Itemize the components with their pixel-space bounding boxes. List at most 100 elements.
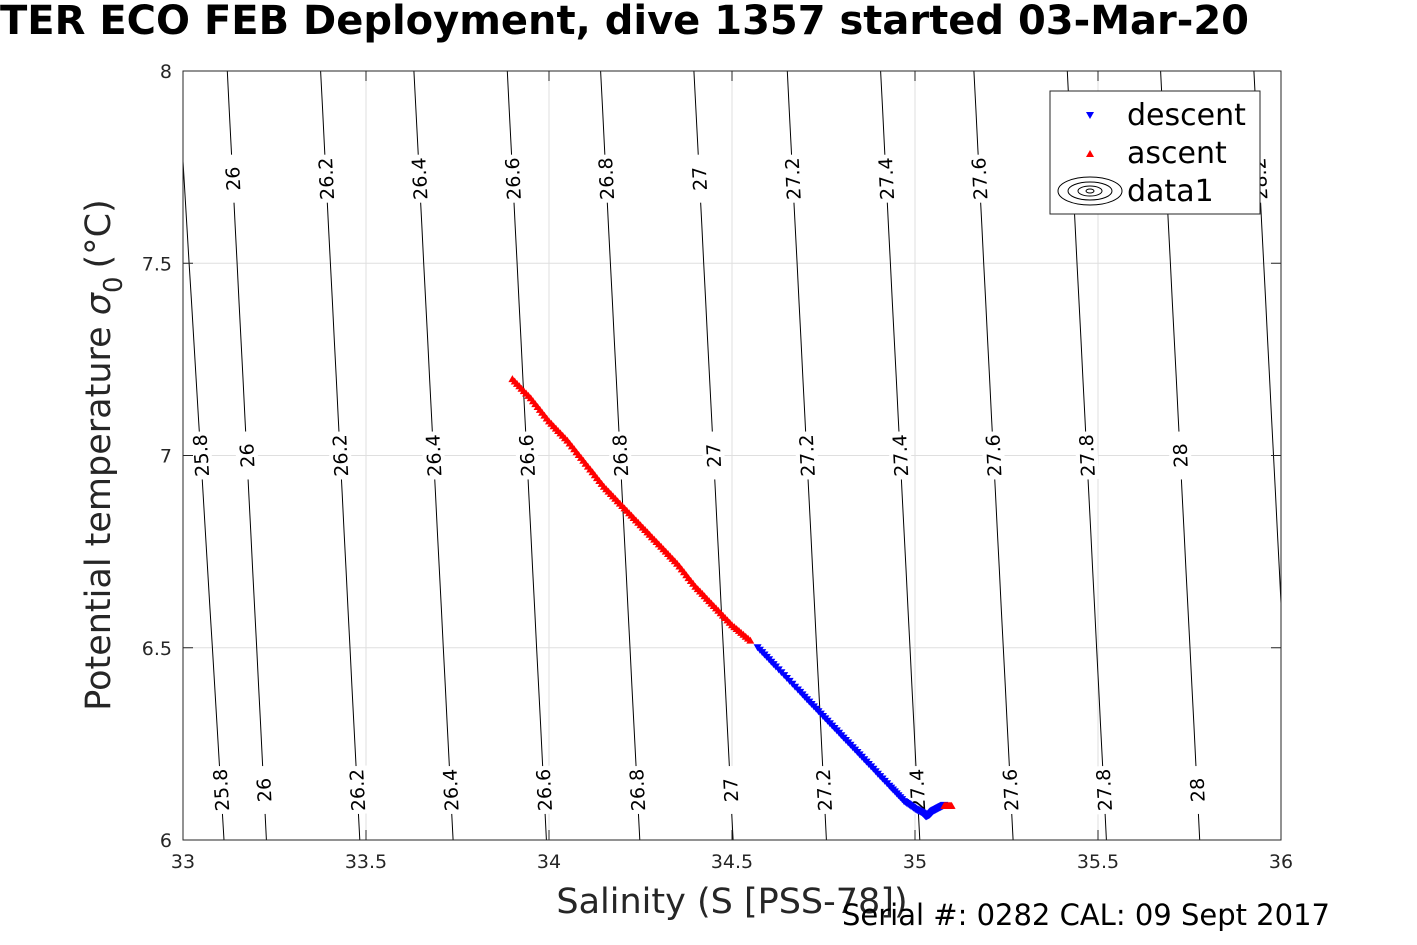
x-axis: 33 33.5 34 34.5 35 35.5 36 [171,71,1293,873]
y-tick-label: 8 [160,61,172,83]
ascent-point [670,557,679,565]
contour-label: 28 [1184,765,1210,815]
descent-point [846,741,855,749]
y-tick-label: 6.5 [142,638,172,660]
contour-label-bg [327,430,353,481]
contour-label-bg [1074,430,1100,481]
contour-label-text: 26.4 [422,434,446,477]
contour-label-bg [313,154,339,204]
contour-label-bg [1167,430,1193,481]
contour-label-bg [780,154,805,204]
contour-label: 26.2 [344,765,370,815]
contour-label-text: 27.2 [782,157,806,200]
contour-label: 27.8 [1091,765,1117,815]
contour-label: 26.6 [531,765,557,815]
y-axis-label-unit: (°C) [79,199,119,268]
contour-label-text: 26.8 [609,434,633,477]
y-axis-label-subscript: 0 [99,276,129,293]
y-tick-label: 7 [160,446,172,468]
contour-label-text: 27.6 [999,768,1023,811]
legend-contour-icon [1057,176,1123,206]
contour-label-bg [701,430,726,481]
contour-label: 26.8 [624,765,650,815]
data-points [508,375,956,821]
contour-label-bg [251,765,277,815]
descent-point [791,683,800,691]
contour-label-text: 28 [1170,443,1193,468]
ascent-point [524,391,533,399]
contour-label-bg [234,430,260,481]
contour-label: 27 [718,765,743,815]
legend-ascent-marker [1086,150,1094,157]
contour-label-text: 26.6 [516,434,540,477]
legend-box [1049,90,1261,215]
y-axis-label-symbol: σ [79,291,119,315]
contour-label-text: 27 [689,166,712,191]
contour-label-bg [718,765,743,815]
contour-label-text: 27.8 [1076,434,1100,477]
ascent-point [597,479,606,487]
x-tick-label: 33 [171,851,195,873]
contour-label-bg [188,430,214,481]
x-tick-label: 35.5 [1077,851,1119,873]
x-axis-label: Salinity (S [PSS-78]) [556,882,907,922]
contour-label-bg [438,765,463,815]
ascent-point [707,599,716,607]
contour-label: 26 [251,765,277,815]
contour-label-text: 26.2 [315,157,339,200]
contour-label-bg [887,430,913,481]
contour-label-bg [593,154,619,204]
contour-label-bg [794,430,820,481]
descent-point [828,722,837,730]
contour-label-text: 26.8 [626,768,650,811]
legend: descent ascent data1 [1049,90,1261,215]
contour-label-text: 27.6 [968,157,992,200]
contour-label: 27.2 [794,430,820,481]
contour-label: 26.8 [607,430,633,481]
contour-label-text: 26.6 [502,157,526,200]
ascent-point [579,456,588,464]
contour-label-bg [1184,765,1210,815]
contour-label: 25.8 [208,765,234,815]
legend-data1-label: data1 [1127,174,1214,209]
ascent-point [689,579,698,587]
descent-point [864,761,873,768]
legend-ascent-label: ascent [1127,136,1227,171]
contour-label-bg [607,430,633,481]
contour-label-text: 26.8 [595,157,619,200]
contour-label: 27.6 [981,430,1007,481]
ascent-point [725,618,734,626]
contour-label: 27.8 [1074,430,1100,481]
contour-label-text: 27.4 [889,434,913,477]
y-axis-label: Potential temperature σ0 (°C) [79,199,129,711]
descent-point [809,703,818,711]
x-tick-label: 34.5 [711,851,753,873]
contour-label: 27.6 [998,765,1024,815]
contour-label: 26.4 [421,430,447,481]
contour-label-bg [1091,765,1117,815]
contour-label-bg [208,765,234,815]
contour-label: 25.8 [188,430,214,481]
contour-label-text: 27.6 [982,434,1006,477]
descent-point [769,661,778,669]
contour-label-text: 27.8 [1093,768,1117,811]
contour-label-text: 27.2 [796,434,820,477]
contour-label-bg [531,765,557,815]
contour-label: 26.4 [438,765,464,815]
contour-label-bg [998,765,1023,815]
contour-label-text: 26.2 [346,768,370,811]
ascent-point [946,801,955,809]
ascent-point [652,538,661,545]
contour-label-bg [407,154,432,204]
contour-label-bg [687,154,712,204]
legend-descent-marker [1086,112,1094,119]
contour-label: 26.8 [593,154,619,204]
contour-label-bg [220,154,246,204]
ascent-point [634,518,643,526]
ascent-point [542,414,551,422]
contour-label-text: 26.4 [408,157,432,200]
contour-label-bg [981,430,1006,481]
contour-label: 27 [701,430,726,481]
contour-label-text: 26.2 [329,434,353,477]
